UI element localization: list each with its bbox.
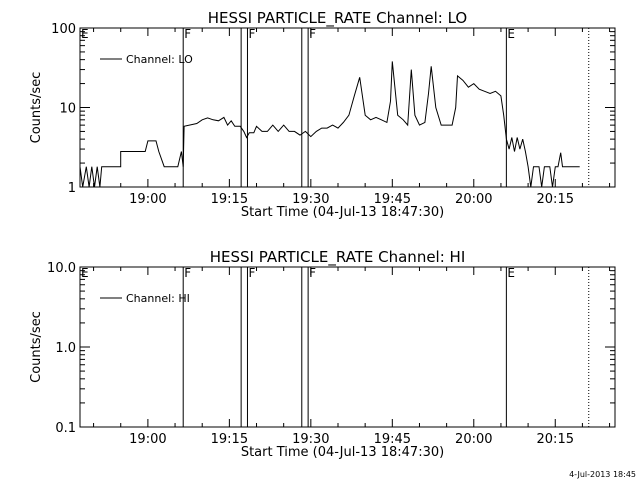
legend-label: Channel: HI	[126, 292, 190, 305]
x-axis-label: Start Time (04-Jul-13 18:47:30)	[241, 445, 444, 460]
y-axis-label: Counts/sec	[29, 311, 44, 383]
x-tick-label: 20:15	[537, 432, 574, 447]
x-tick-label: 20:00	[455, 192, 492, 207]
x-tick-label: 20:00	[455, 432, 492, 447]
x-tick-label: 19:00	[129, 192, 166, 207]
y-tick-label: 10	[59, 102, 76, 117]
flag-label: E	[507, 266, 515, 280]
chart-title: HESSI PARTICLE_RATE Channel: HI	[210, 248, 466, 267]
x-tick-label: 19:15	[211, 432, 248, 447]
footer-timestamp: 4-Jul-2013 18:45	[569, 470, 636, 479]
chart-panel-1: HESSI PARTICLE_RATE Channel: LO Start Tim…	[29, 9, 616, 220]
chart-title: HESSI PARTICLE_RATE Channel: LO	[208, 9, 467, 28]
y-tick-label: 100	[51, 22, 76, 37]
x-tick-label: 20:15	[537, 192, 574, 207]
x-tick-label: 19:45	[374, 432, 411, 447]
y-tick-label: 10.0	[47, 261, 76, 276]
x-tick-label: 19:30	[292, 192, 329, 207]
flag-label: F	[184, 266, 191, 280]
y-tick-label: 0.1	[55, 421, 76, 436]
flag-label: F	[248, 266, 255, 280]
plot-frame	[79, 266, 616, 428]
flag-label: E	[81, 27, 89, 41]
y-tick-label: 1	[68, 181, 76, 196]
x-tick-label: 19:30	[292, 432, 329, 447]
flag-label: F	[248, 27, 255, 41]
flag-label: F	[309, 266, 316, 280]
y-tick-label: 1.0	[55, 341, 76, 356]
flag-label: F	[309, 27, 316, 41]
y-axis-label: Counts/sec	[29, 72, 44, 144]
flag-label: E	[81, 266, 89, 280]
legend-label: Channel: LO	[126, 53, 193, 66]
x-tick-label: 19:00	[129, 432, 166, 447]
flag-label: E	[507, 27, 515, 41]
x-tick-label: 19:45	[374, 192, 411, 207]
series-line	[79, 61, 580, 188]
x-axis-label: Start Time (04-Jul-13 18:47:30)	[241, 205, 444, 220]
chart-panel-2: HESSI PARTICLE_RATE Channel: HI Start Tim…	[29, 248, 616, 460]
plot-frame	[79, 27, 616, 188]
x-tick-label: 19:15	[211, 192, 248, 207]
flag-label: F	[184, 27, 191, 41]
